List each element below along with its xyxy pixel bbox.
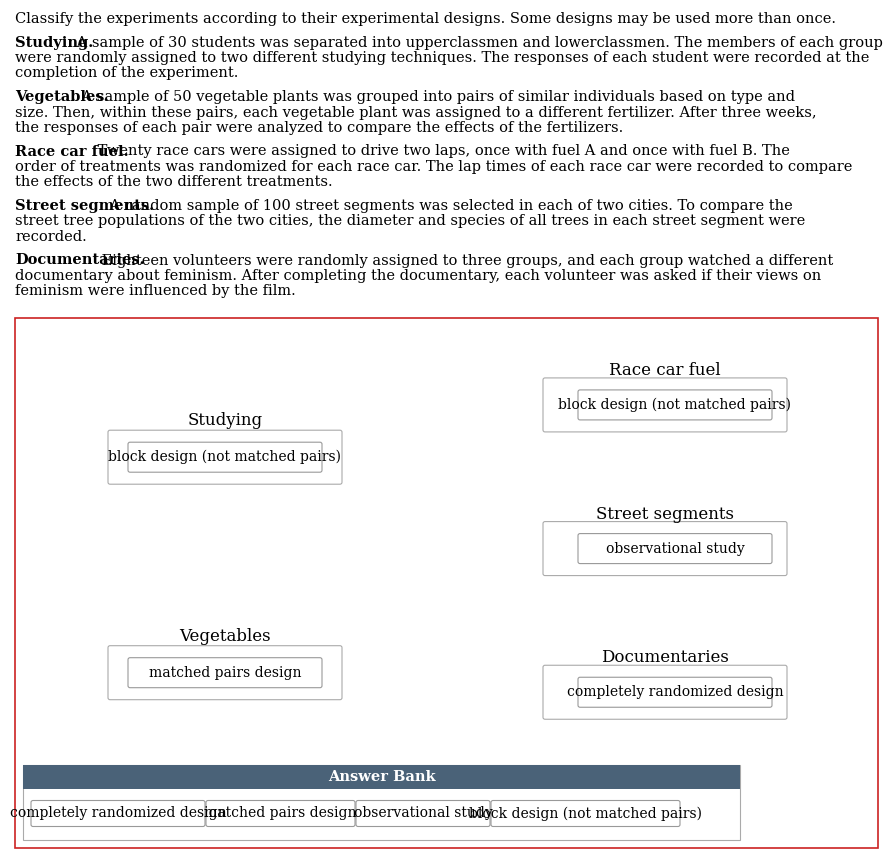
Text: observational study: observational study bbox=[605, 542, 744, 556]
Text: Race car fuel.: Race car fuel. bbox=[15, 144, 129, 158]
Text: A random sample of 100 street segments was selected in each of two cities. To co: A random sample of 100 street segments w… bbox=[105, 199, 793, 213]
Text: observational study: observational study bbox=[354, 807, 493, 820]
Text: matched pairs design: matched pairs design bbox=[204, 807, 356, 820]
Text: completely randomized design: completely randomized design bbox=[566, 685, 783, 699]
FancyBboxPatch shape bbox=[578, 533, 772, 563]
FancyBboxPatch shape bbox=[128, 658, 322, 688]
Text: feminism were influenced by the film.: feminism were influenced by the film. bbox=[15, 285, 296, 298]
FancyBboxPatch shape bbox=[543, 521, 787, 575]
FancyBboxPatch shape bbox=[578, 390, 772, 420]
FancyBboxPatch shape bbox=[543, 378, 787, 432]
Text: the responses of each pair were analyzed to compare the effects of the fertilize: the responses of each pair were analyzed… bbox=[15, 121, 623, 135]
FancyBboxPatch shape bbox=[31, 801, 205, 826]
FancyBboxPatch shape bbox=[578, 678, 772, 707]
Text: A sample of 30 students was separated into upperclassmen and lowerclassmen. The : A sample of 30 students was separated in… bbox=[72, 35, 883, 50]
Text: were randomly assigned to two different studying techniques. The responses of ea: were randomly assigned to two different … bbox=[15, 51, 869, 65]
Text: Street segments: Street segments bbox=[596, 506, 734, 523]
FancyBboxPatch shape bbox=[108, 646, 342, 700]
Text: Vegetables: Vegetables bbox=[180, 628, 271, 645]
Text: Race car fuel: Race car fuel bbox=[609, 362, 721, 379]
Text: completely randomized design: completely randomized design bbox=[10, 807, 227, 820]
FancyBboxPatch shape bbox=[543, 666, 787, 719]
Text: the effects of the two different treatments.: the effects of the two different treatme… bbox=[15, 175, 332, 189]
Text: matched pairs design: matched pairs design bbox=[148, 666, 301, 679]
FancyBboxPatch shape bbox=[491, 801, 680, 826]
Text: Vegetables.: Vegetables. bbox=[15, 90, 108, 104]
FancyBboxPatch shape bbox=[206, 801, 355, 826]
Bar bbox=[23, 765, 740, 840]
FancyBboxPatch shape bbox=[108, 430, 342, 484]
Text: recorded.: recorded. bbox=[15, 230, 87, 244]
Bar bbox=[15, 318, 878, 848]
Text: A sample of 50 vegetable plants was grouped into pairs of similar individuals ba: A sample of 50 vegetable plants was grou… bbox=[77, 90, 795, 104]
Text: completion of the experiment.: completion of the experiment. bbox=[15, 66, 238, 81]
Text: Answer Bank: Answer Bank bbox=[328, 770, 436, 784]
Text: order of treatments was randomized for each race car. The lap times of each race: order of treatments was randomized for e… bbox=[15, 160, 853, 174]
Bar bbox=[23, 765, 740, 789]
Text: Eighteen volunteers were randomly assigned to three groups, and each group watch: Eighteen volunteers were randomly assign… bbox=[97, 254, 833, 267]
Text: Documentaries.: Documentaries. bbox=[15, 254, 145, 267]
Text: block design (not matched pairs): block design (not matched pairs) bbox=[469, 807, 702, 820]
Text: documentary about feminism. After completing the documentary, each volunteer was: documentary about feminism. After comple… bbox=[15, 269, 821, 283]
Text: Studying.: Studying. bbox=[15, 35, 93, 50]
Text: size. Then, within these pairs, each vegetable plant was assigned to a different: size. Then, within these pairs, each veg… bbox=[15, 106, 817, 120]
Text: street tree populations of the two cities, the diameter and species of all trees: street tree populations of the two citie… bbox=[15, 214, 805, 229]
FancyBboxPatch shape bbox=[356, 801, 490, 826]
Text: block design (not matched pairs): block design (not matched pairs) bbox=[108, 450, 341, 464]
FancyBboxPatch shape bbox=[128, 442, 322, 472]
Text: Documentaries: Documentaries bbox=[601, 649, 729, 666]
Text: block design (not matched pairs): block design (not matched pairs) bbox=[558, 397, 791, 412]
Text: Studying: Studying bbox=[188, 412, 262, 429]
Text: Street segments.: Street segments. bbox=[15, 199, 154, 213]
Text: Twenty race cars were assigned to drive two laps, once with fuel A and once with: Twenty race cars were assigned to drive … bbox=[93, 144, 789, 158]
Text: Classify the experiments according to their experimental designs. Some designs m: Classify the experiments according to th… bbox=[15, 12, 836, 26]
